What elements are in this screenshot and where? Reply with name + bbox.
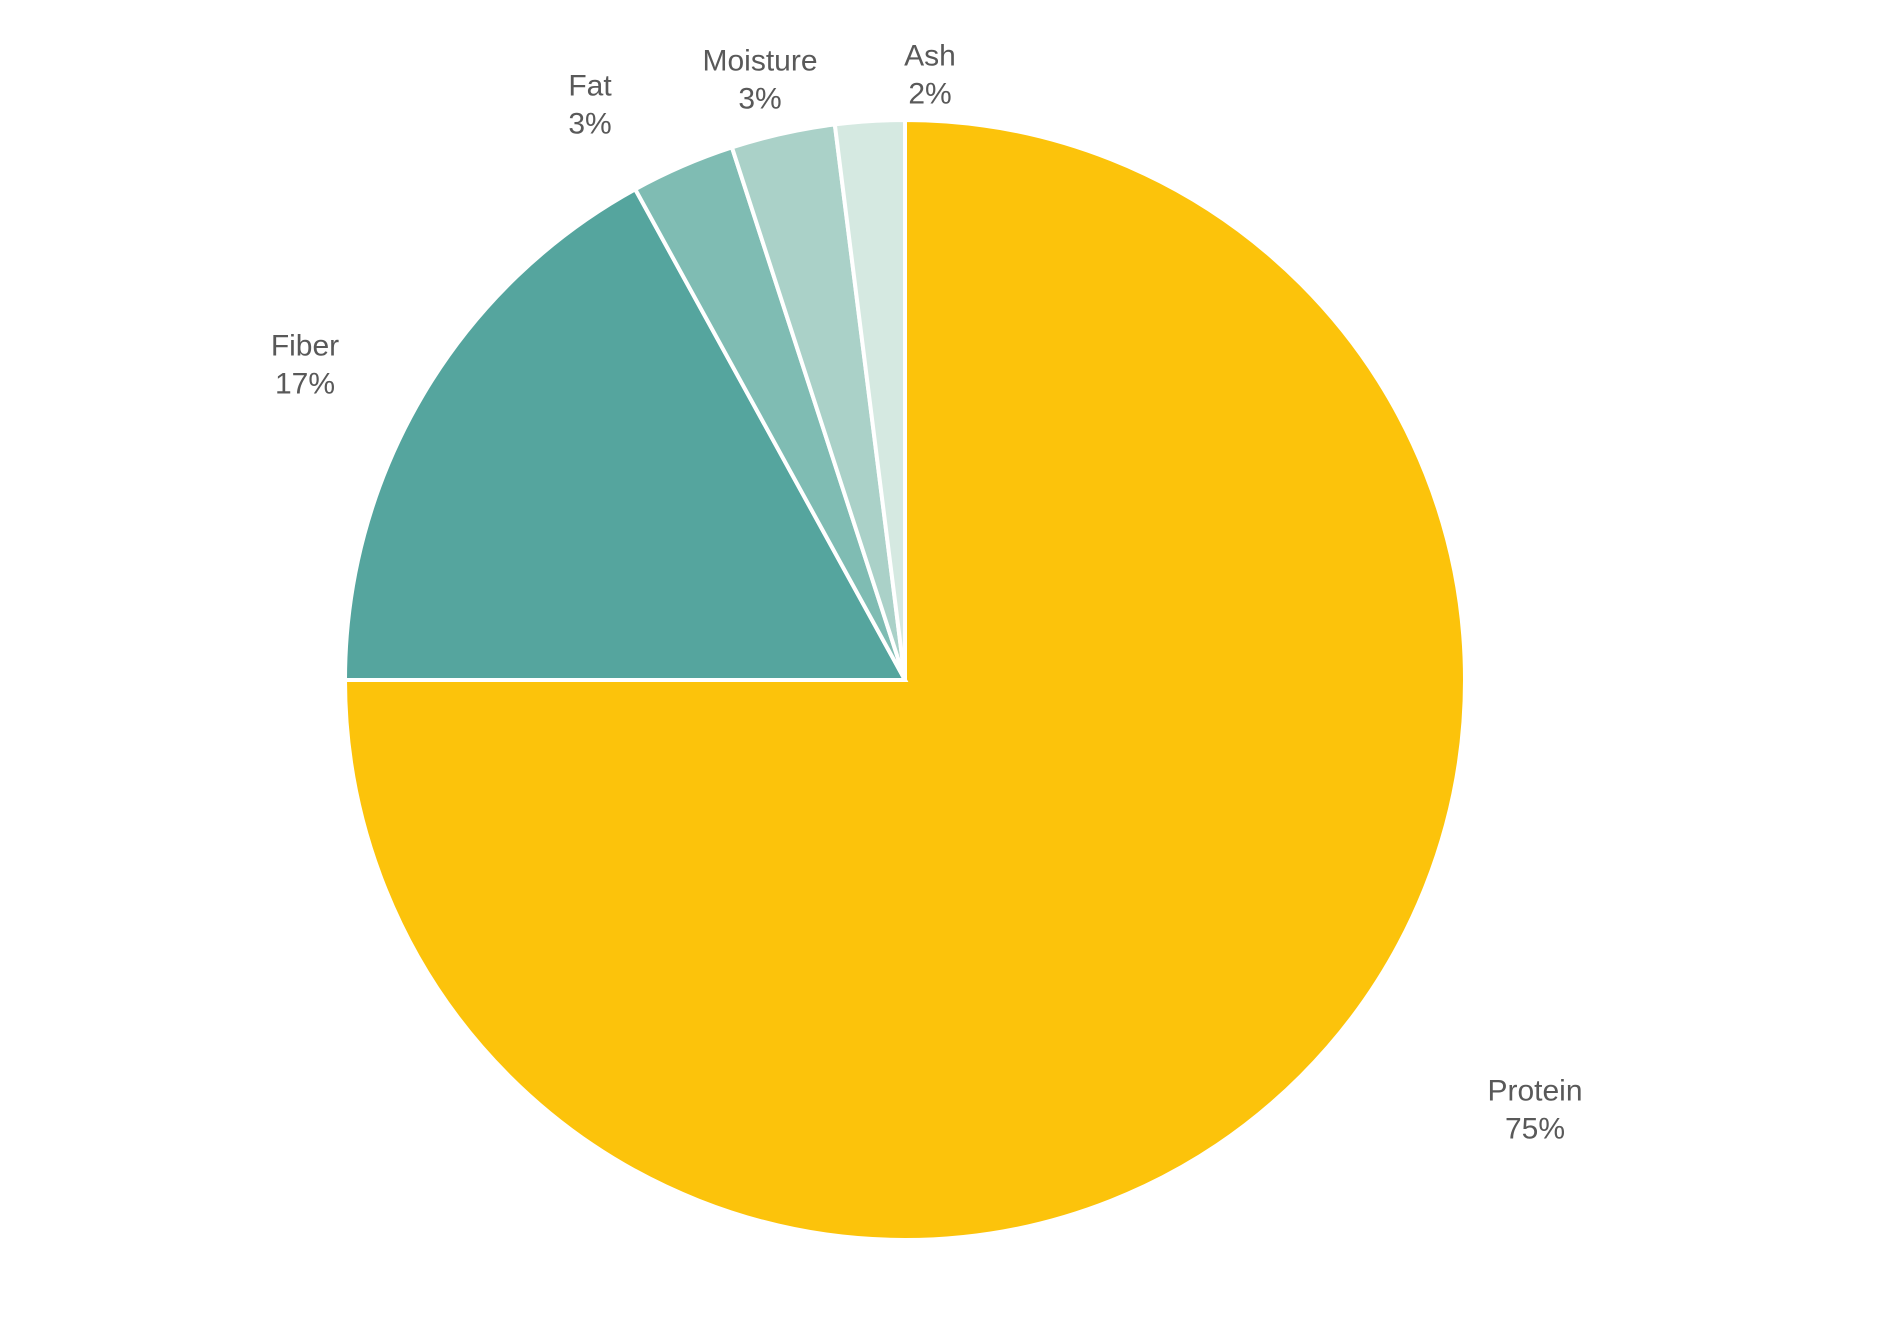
- slice-label-ash: Ash2%: [904, 38, 956, 113]
- slice-label-pct: 2%: [904, 75, 956, 113]
- slice-label-name: Fat: [568, 68, 611, 106]
- pie-chart-svg: [0, 0, 1895, 1327]
- slice-label-name: Protein: [1487, 1073, 1582, 1111]
- slice-label-pct: 3%: [568, 105, 611, 143]
- slice-label-moisture: Moisture3%: [702, 43, 817, 118]
- slice-label-pct: 75%: [1487, 1110, 1582, 1148]
- slice-label-name: Ash: [904, 38, 956, 76]
- slice-label-pct: 17%: [271, 365, 339, 403]
- slice-label-fat: Fat3%: [568, 68, 611, 143]
- slice-label-pct: 3%: [702, 80, 817, 118]
- slice-label-name: Moisture: [702, 43, 817, 81]
- slice-label-protein: Protein75%: [1487, 1073, 1582, 1148]
- slice-label-name: Fiber: [271, 328, 339, 366]
- slice-label-fiber: Fiber17%: [271, 328, 339, 403]
- pie-chart-container: Protein75%Fiber17%Fat3%Moisture3%Ash2%: [0, 0, 1895, 1327]
